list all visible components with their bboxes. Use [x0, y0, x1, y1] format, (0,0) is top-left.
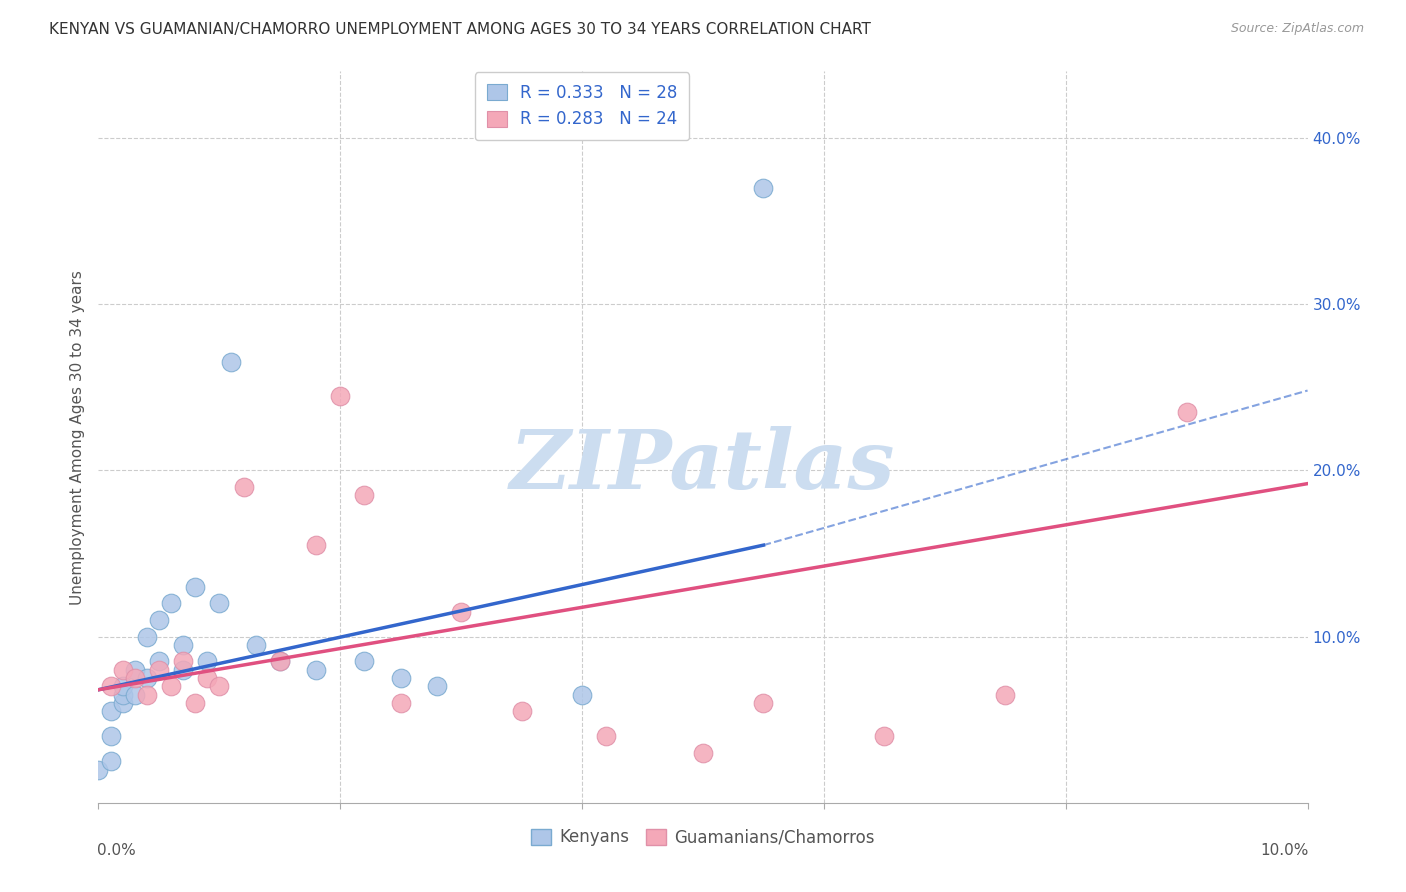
Point — [111, 696, 134, 710]
Point — [232, 480, 254, 494]
Point — [111, 680, 134, 694]
Point — [510, 705, 533, 719]
Point — [100, 705, 122, 719]
Point — [87, 763, 110, 777]
Point — [426, 680, 449, 694]
Point — [124, 671, 146, 685]
Point — [172, 638, 194, 652]
Point — [450, 605, 472, 619]
Point — [135, 671, 157, 685]
Point — [160, 596, 183, 610]
Text: 10.0%: 10.0% — [1260, 843, 1309, 858]
Point — [124, 688, 146, 702]
Point — [1175, 405, 1198, 419]
Text: KENYAN VS GUAMANIAN/CHAMORRO UNEMPLOYMENT AMONG AGES 30 TO 34 YEARS CORRELATION : KENYAN VS GUAMANIAN/CHAMORRO UNEMPLOYMEN… — [49, 22, 872, 37]
Point — [100, 680, 122, 694]
Point — [389, 671, 412, 685]
Point — [111, 688, 134, 702]
Point — [269, 655, 291, 669]
Point — [873, 729, 896, 743]
Point — [195, 655, 218, 669]
Point — [353, 488, 375, 502]
Text: 0.0%: 0.0% — [97, 843, 136, 858]
Point — [994, 688, 1017, 702]
Text: ZIPatlas: ZIPatlas — [510, 426, 896, 507]
Point — [100, 729, 122, 743]
Point — [353, 655, 375, 669]
Point — [148, 655, 170, 669]
Point — [135, 630, 157, 644]
Point — [329, 388, 352, 402]
Point — [692, 746, 714, 760]
Point — [571, 688, 593, 702]
Point — [305, 538, 328, 552]
Point — [148, 663, 170, 677]
Point — [221, 355, 243, 369]
Point — [595, 729, 617, 743]
Point — [172, 655, 194, 669]
Point — [184, 580, 207, 594]
Point — [195, 671, 218, 685]
Point — [148, 613, 170, 627]
Point — [111, 663, 134, 677]
Text: Source: ZipAtlas.com: Source: ZipAtlas.com — [1230, 22, 1364, 36]
Legend: Kenyans, Guamanians/Chamorros: Kenyans, Guamanians/Chamorros — [524, 822, 882, 853]
Point — [208, 680, 231, 694]
Point — [752, 696, 775, 710]
Point — [172, 663, 194, 677]
Point — [208, 596, 231, 610]
Point — [100, 754, 122, 768]
Point — [305, 663, 328, 677]
Point — [184, 696, 207, 710]
Point — [135, 688, 157, 702]
Point — [389, 696, 412, 710]
Point — [245, 638, 267, 652]
Point — [752, 180, 775, 194]
Y-axis label: Unemployment Among Ages 30 to 34 years: Unemployment Among Ages 30 to 34 years — [69, 269, 84, 605]
Point — [269, 655, 291, 669]
Point — [160, 680, 183, 694]
Point — [124, 663, 146, 677]
